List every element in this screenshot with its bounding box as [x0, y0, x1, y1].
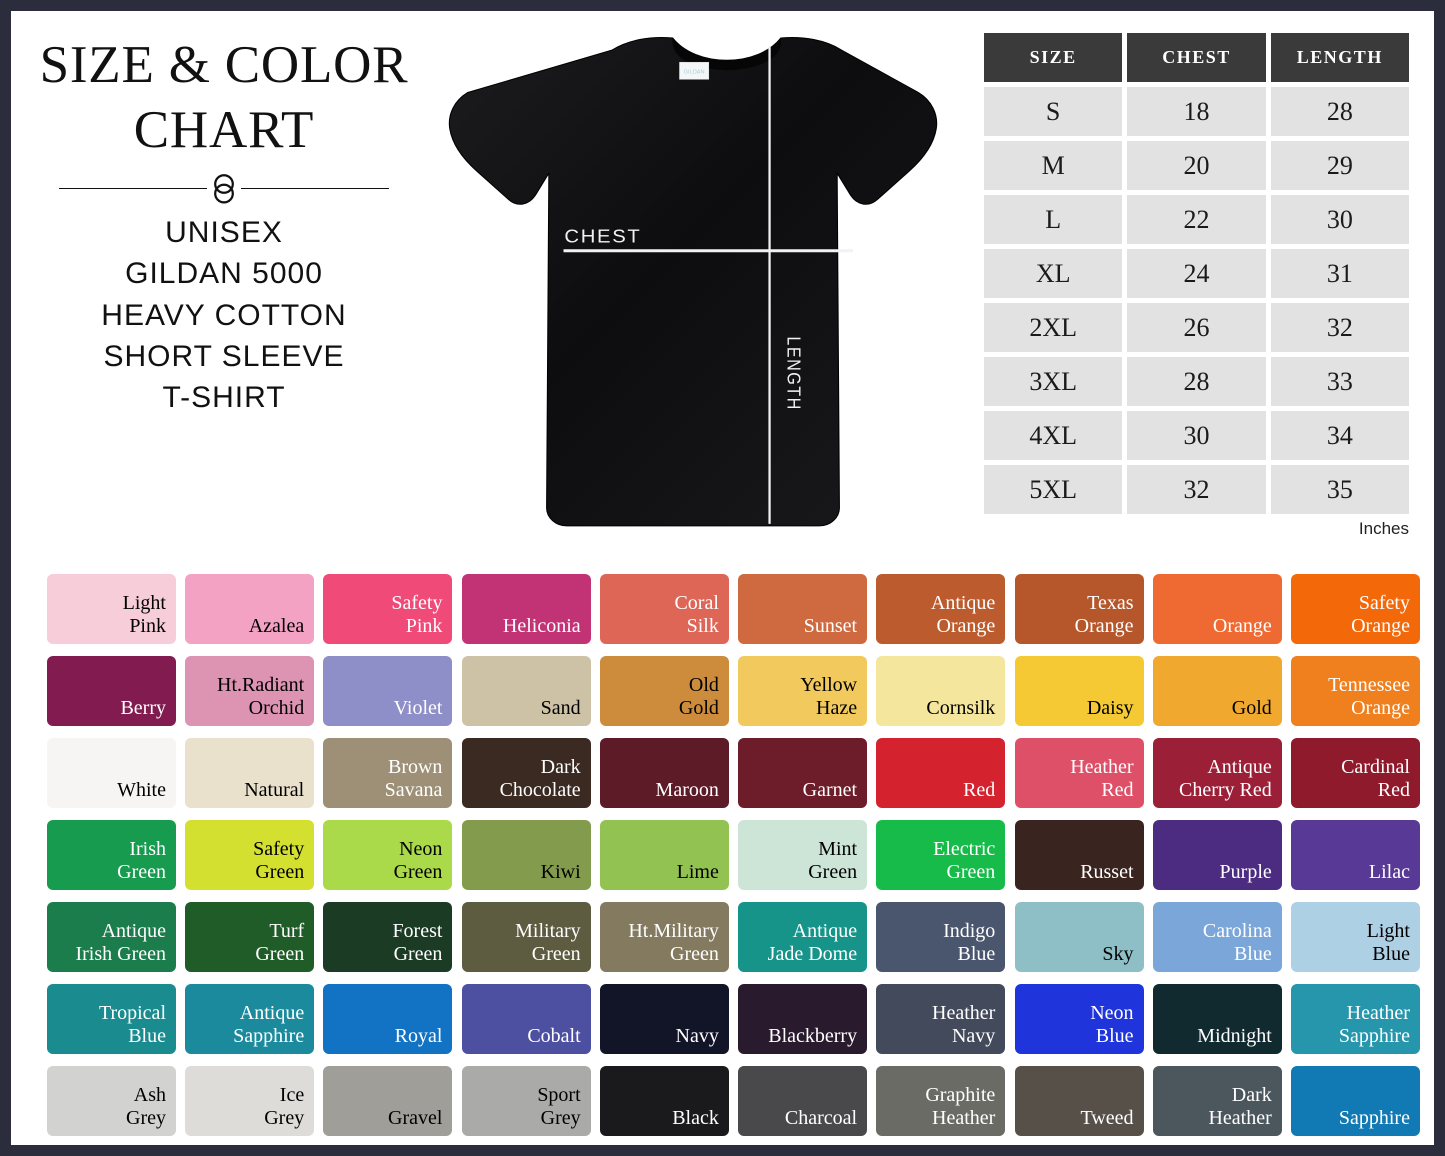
svg-text:CHEST: CHEST [564, 228, 641, 248]
svg-text:LENGTH: LENGTH [783, 336, 803, 410]
svg-text:GILDAN: GILDAN [684, 70, 705, 76]
